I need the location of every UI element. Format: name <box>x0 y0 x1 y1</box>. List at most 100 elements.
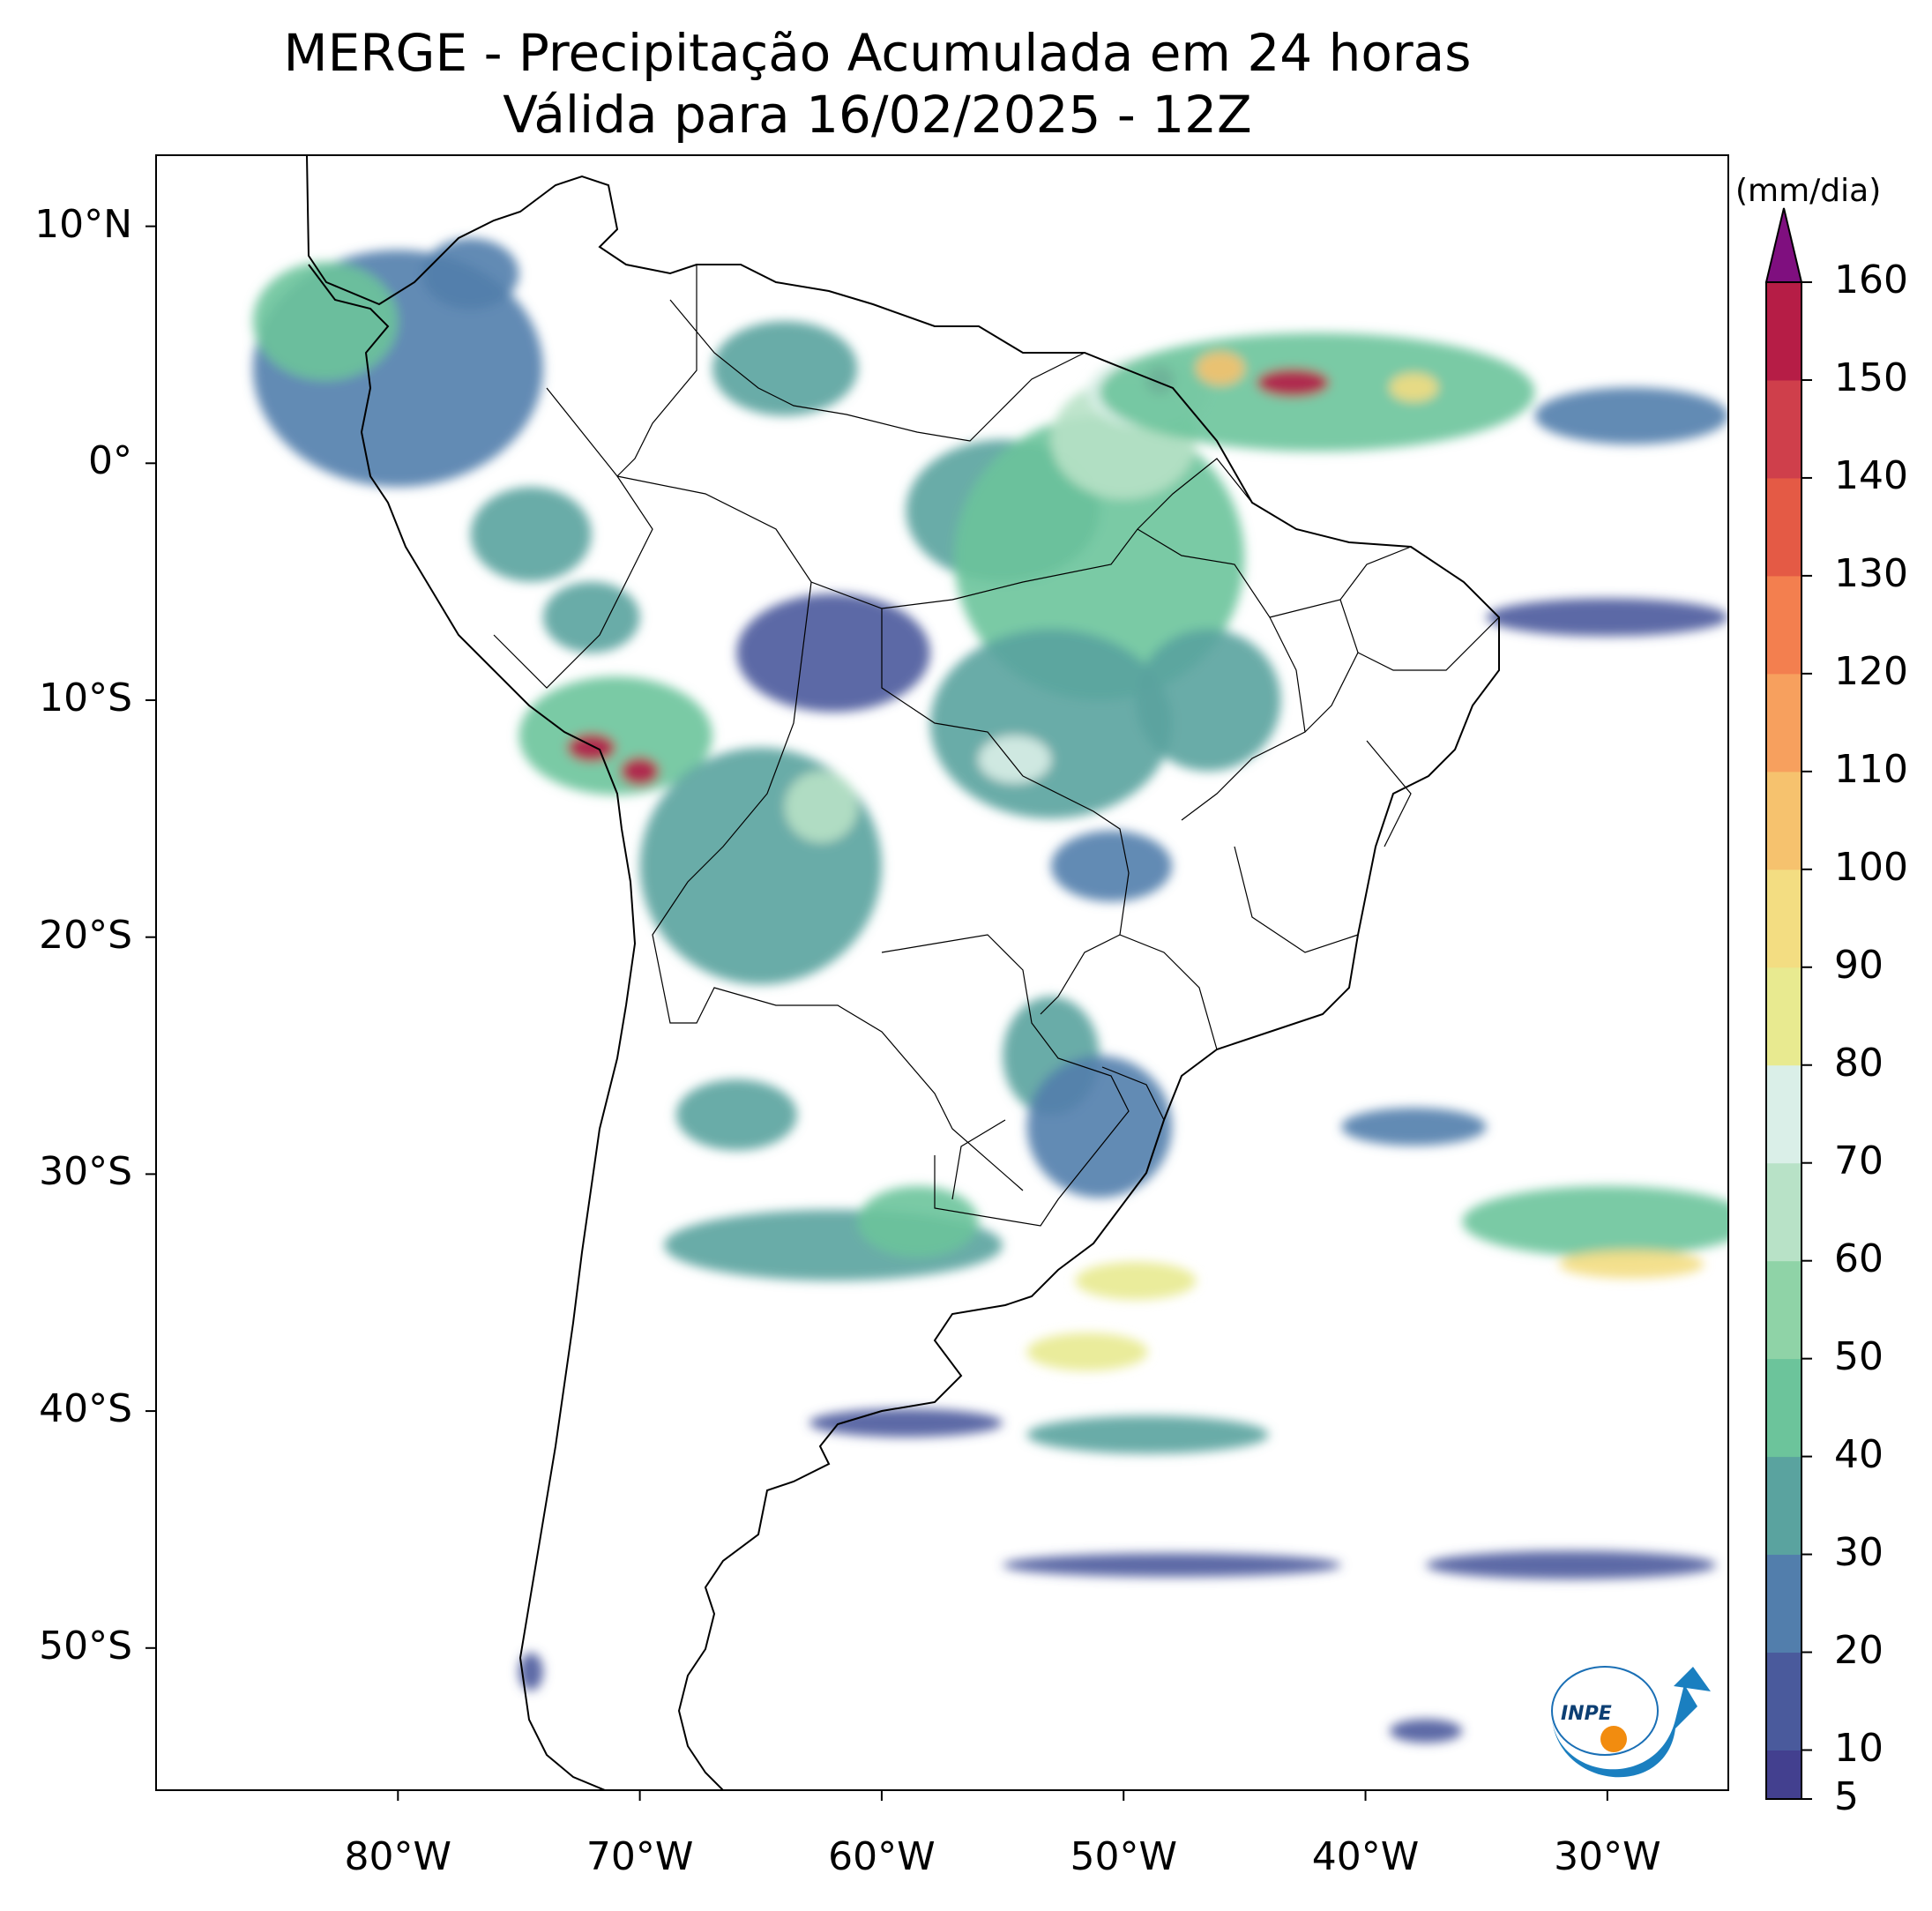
precip-area-26 <box>1050 830 1173 902</box>
precip-area-3 <box>470 487 592 582</box>
colorbar-label-11: 110 <box>1834 746 1908 792</box>
precip-area-42 <box>518 1653 543 1691</box>
lon-label-4: 40°W <box>1311 1834 1420 1879</box>
colorbar-label-8: 80 <box>1834 1040 1884 1086</box>
colorbar-label-1: 10 <box>1834 1725 1884 1771</box>
lat-label-1: 0° <box>88 438 132 484</box>
lon-label-0: 80°W <box>344 1834 452 1879</box>
colorbar-label-9: 90 <box>1834 942 1884 988</box>
precip-area-22 <box>1486 598 1728 637</box>
precip-area-10 <box>736 593 930 713</box>
precip-area-25 <box>1135 629 1281 772</box>
colorbar <box>1764 207 1812 1800</box>
chart-title-line1: MERGE - Precipitação Acumulada em 24 hor… <box>283 23 1472 83</box>
colorbar-swatch-7 <box>1766 1064 1801 1164</box>
map-border <box>155 154 1729 1791</box>
colorbar-border <box>1765 281 1802 1800</box>
lon-label-3: 50°W <box>1070 1834 1177 1879</box>
precip-area-13 <box>954 415 1245 700</box>
country-borders <box>493 265 1500 1227</box>
colorbar-label-7: 70 <box>1834 1138 1884 1183</box>
logo-orange-dot <box>1600 1726 1627 1752</box>
colorbar-unit-label: (mm/dia) <box>1735 173 1882 209</box>
coastline-layer <box>306 155 1500 1790</box>
colorbar-label-6: 60 <box>1834 1235 1884 1281</box>
precipitation-layer <box>252 238 1728 1743</box>
colorbar-swatch-3 <box>1766 1456 1801 1556</box>
precip-area-39 <box>1426 1550 1717 1579</box>
precip-area-37 <box>1462 1185 1728 1258</box>
colorbar-swatch-0 <box>1766 1750 1801 1800</box>
precip-area-7 <box>620 757 660 786</box>
precip-area-38 <box>1558 1250 1704 1279</box>
colorbar-label-16: 160 <box>1834 258 1908 302</box>
colorbar-label-4: 40 <box>1834 1431 1884 1477</box>
colorbar-label-10: 100 <box>1834 844 1908 890</box>
colorbar-swatch-6 <box>1766 1162 1801 1262</box>
precip-area-11 <box>712 321 858 416</box>
precip-area-41 <box>1389 1719 1463 1743</box>
lat-label-5: 40°S <box>39 1386 132 1432</box>
logo-orbit <box>1551 1666 1659 1756</box>
precip-area-24 <box>978 735 1051 784</box>
colorbar-label-14: 140 <box>1834 452 1908 498</box>
south-america-coastline <box>306 155 1500 1790</box>
lon-label-2: 60°W <box>828 1834 936 1879</box>
lat-label-3: 20°S <box>39 912 132 958</box>
colorbar-swatch-10 <box>1766 771 1801 870</box>
precip-area-29 <box>675 1079 797 1151</box>
precip-area-31 <box>857 1185 979 1258</box>
precip-area-1 <box>252 261 399 381</box>
colorbar-swatch-15 <box>1766 282 1801 381</box>
colorbar-swatch-9 <box>1766 869 1801 968</box>
lat-label-6: 50°S <box>39 1623 132 1668</box>
precip-area-18 <box>1257 368 1330 398</box>
colorbar-swatch-12 <box>1766 575 1801 675</box>
colorbar-swatch-8 <box>1766 967 1801 1066</box>
colorbar-swatch-2 <box>1766 1554 1801 1653</box>
colorbar-swatch-11 <box>1766 673 1801 773</box>
precip-area-32 <box>1075 1261 1197 1300</box>
lat-label-0: 10°N <box>34 201 132 247</box>
colorbar-label-3: 30 <box>1834 1529 1884 1575</box>
precip-area-20 <box>1389 373 1438 402</box>
longitude-ticks <box>397 1790 1608 1801</box>
colorbar-label-13: 130 <box>1834 550 1908 596</box>
colorbar-ticks <box>1801 281 1812 1800</box>
precip-area-9 <box>785 771 858 843</box>
chart-title-line2: Válida para 16/02/2025 - 12Z <box>503 85 1252 145</box>
precip-area-6 <box>567 733 616 762</box>
inpe-logo: INPE <box>1551 1666 1711 1778</box>
latitude-ticks <box>145 225 156 1649</box>
colorbar-swatches <box>1766 282 1801 1800</box>
precip-area-35 <box>809 1408 1003 1437</box>
colorbar-label-15: 150 <box>1834 355 1908 400</box>
precip-area-40 <box>1003 1553 1342 1578</box>
precip-area-4 <box>542 581 640 653</box>
colorbar-swatch-1 <box>1766 1652 1801 1751</box>
lon-label-5: 30°W <box>1554 1834 1661 1879</box>
colorbar-swatch-13 <box>1766 477 1801 577</box>
precip-area-33 <box>1026 1332 1148 1371</box>
logo-swoosh <box>1552 1684 1697 1778</box>
lon-label-1: 70°W <box>586 1834 694 1879</box>
precip-area-34 <box>1026 1415 1269 1454</box>
precip-area-2 <box>421 238 519 310</box>
colorbar-swatch-5 <box>1766 1260 1801 1360</box>
precip-area-5 <box>518 676 712 795</box>
colorbar-label-0: 5 <box>1834 1774 1859 1819</box>
precip-area-28 <box>1026 1056 1173 1198</box>
colorbar-label-12: 120 <box>1834 648 1908 694</box>
colorbar-extend-arrow <box>1764 207 1803 283</box>
colorbar-swatch-14 <box>1766 379 1801 479</box>
logo-text: INPE <box>1561 1703 1612 1725</box>
colorbar-label-2: 20 <box>1834 1627 1884 1673</box>
precip-area-19 <box>1196 352 1245 385</box>
colorbar-swatch-4 <box>1766 1358 1801 1458</box>
precip-area-36 <box>1341 1108 1487 1146</box>
lat-label-2: 10°S <box>39 676 132 720</box>
lat-label-4: 30°S <box>39 1149 132 1195</box>
precip-area-21 <box>1534 387 1728 444</box>
colorbar-label-5: 50 <box>1834 1333 1884 1379</box>
